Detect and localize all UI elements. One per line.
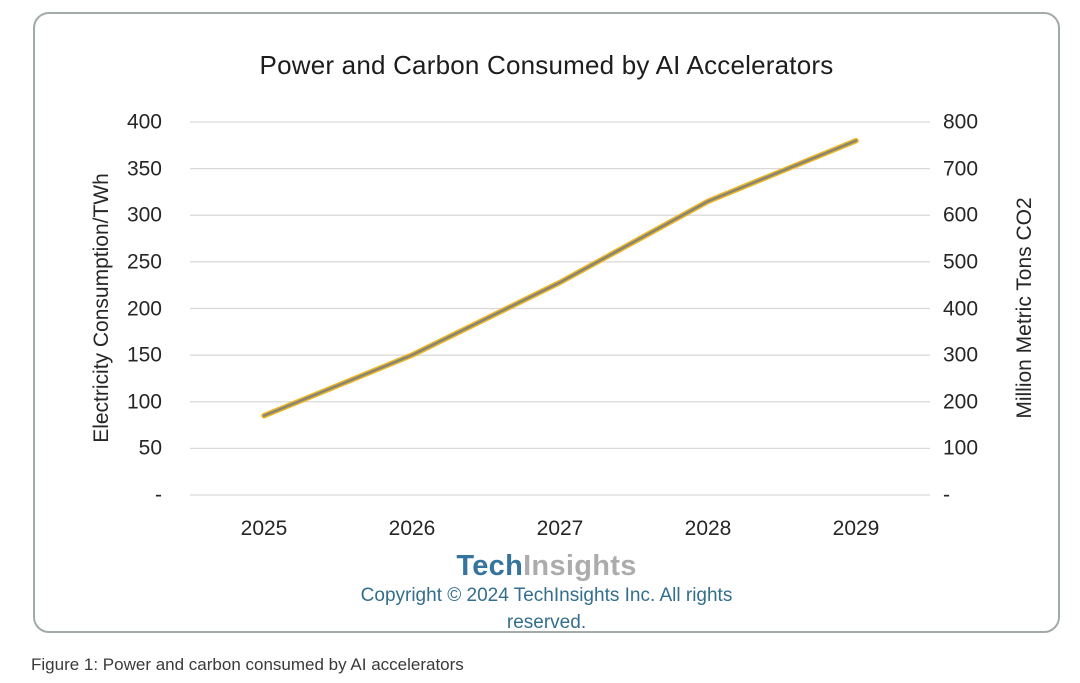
chart-title: Power and Carbon Consumed by AI Accelera… [259, 50, 834, 80]
left-axis-tick: 150 [126, 343, 162, 367]
chart-card: Power and Carbon Consumed by AI Accelera… [33, 12, 1060, 633]
logo-insights-text: Insights [523, 550, 637, 582]
right-axis-tick: 200 [943, 390, 979, 414]
x-axis-label: 2028 [684, 517, 732, 540]
right-axis-tick: - [943, 483, 950, 507]
left-axis-tick: 400 [126, 110, 162, 134]
series-line-power [261, 137, 859, 419]
right-axis-tick: 100 [943, 436, 979, 460]
left-axis-tick: 100 [126, 390, 162, 414]
right-axis-tick: 400 [943, 297, 979, 320]
left-axis-tick: 50 [138, 436, 162, 460]
techinsights-logo: TechInsights [35, 550, 1058, 583]
right-axis-tick: 500 [943, 250, 979, 274]
figure-caption: Figure 1: Power and carbon consumed by A… [31, 655, 464, 674]
right-axis-tick: 800 [943, 110, 979, 134]
x-axis-label: 2027 [536, 517, 584, 540]
left-axis-tick: 250 [126, 250, 162, 274]
plot-area [190, 121, 930, 496]
logo-tech-text: Tech [456, 550, 524, 582]
x-axis-label: 2026 [388, 517, 436, 540]
x-axis-label: 2029 [832, 517, 880, 540]
left-axis-tick: 300 [126, 203, 162, 227]
left-axis-tick: 200 [126, 297, 162, 320]
right-axis-tick: 700 [943, 157, 979, 181]
left-axis-tick: 350 [126, 157, 162, 181]
copyright-text: Copyright © 2024 TechInsights Inc. All r… [360, 585, 733, 633]
x-axis-label: 2025 [240, 517, 288, 540]
left-axis-tick: - [155, 483, 162, 507]
right-axis-tick: 300 [943, 343, 979, 367]
series-line-co2 [262, 139, 858, 418]
right-axis-tick: 600 [943, 203, 979, 227]
